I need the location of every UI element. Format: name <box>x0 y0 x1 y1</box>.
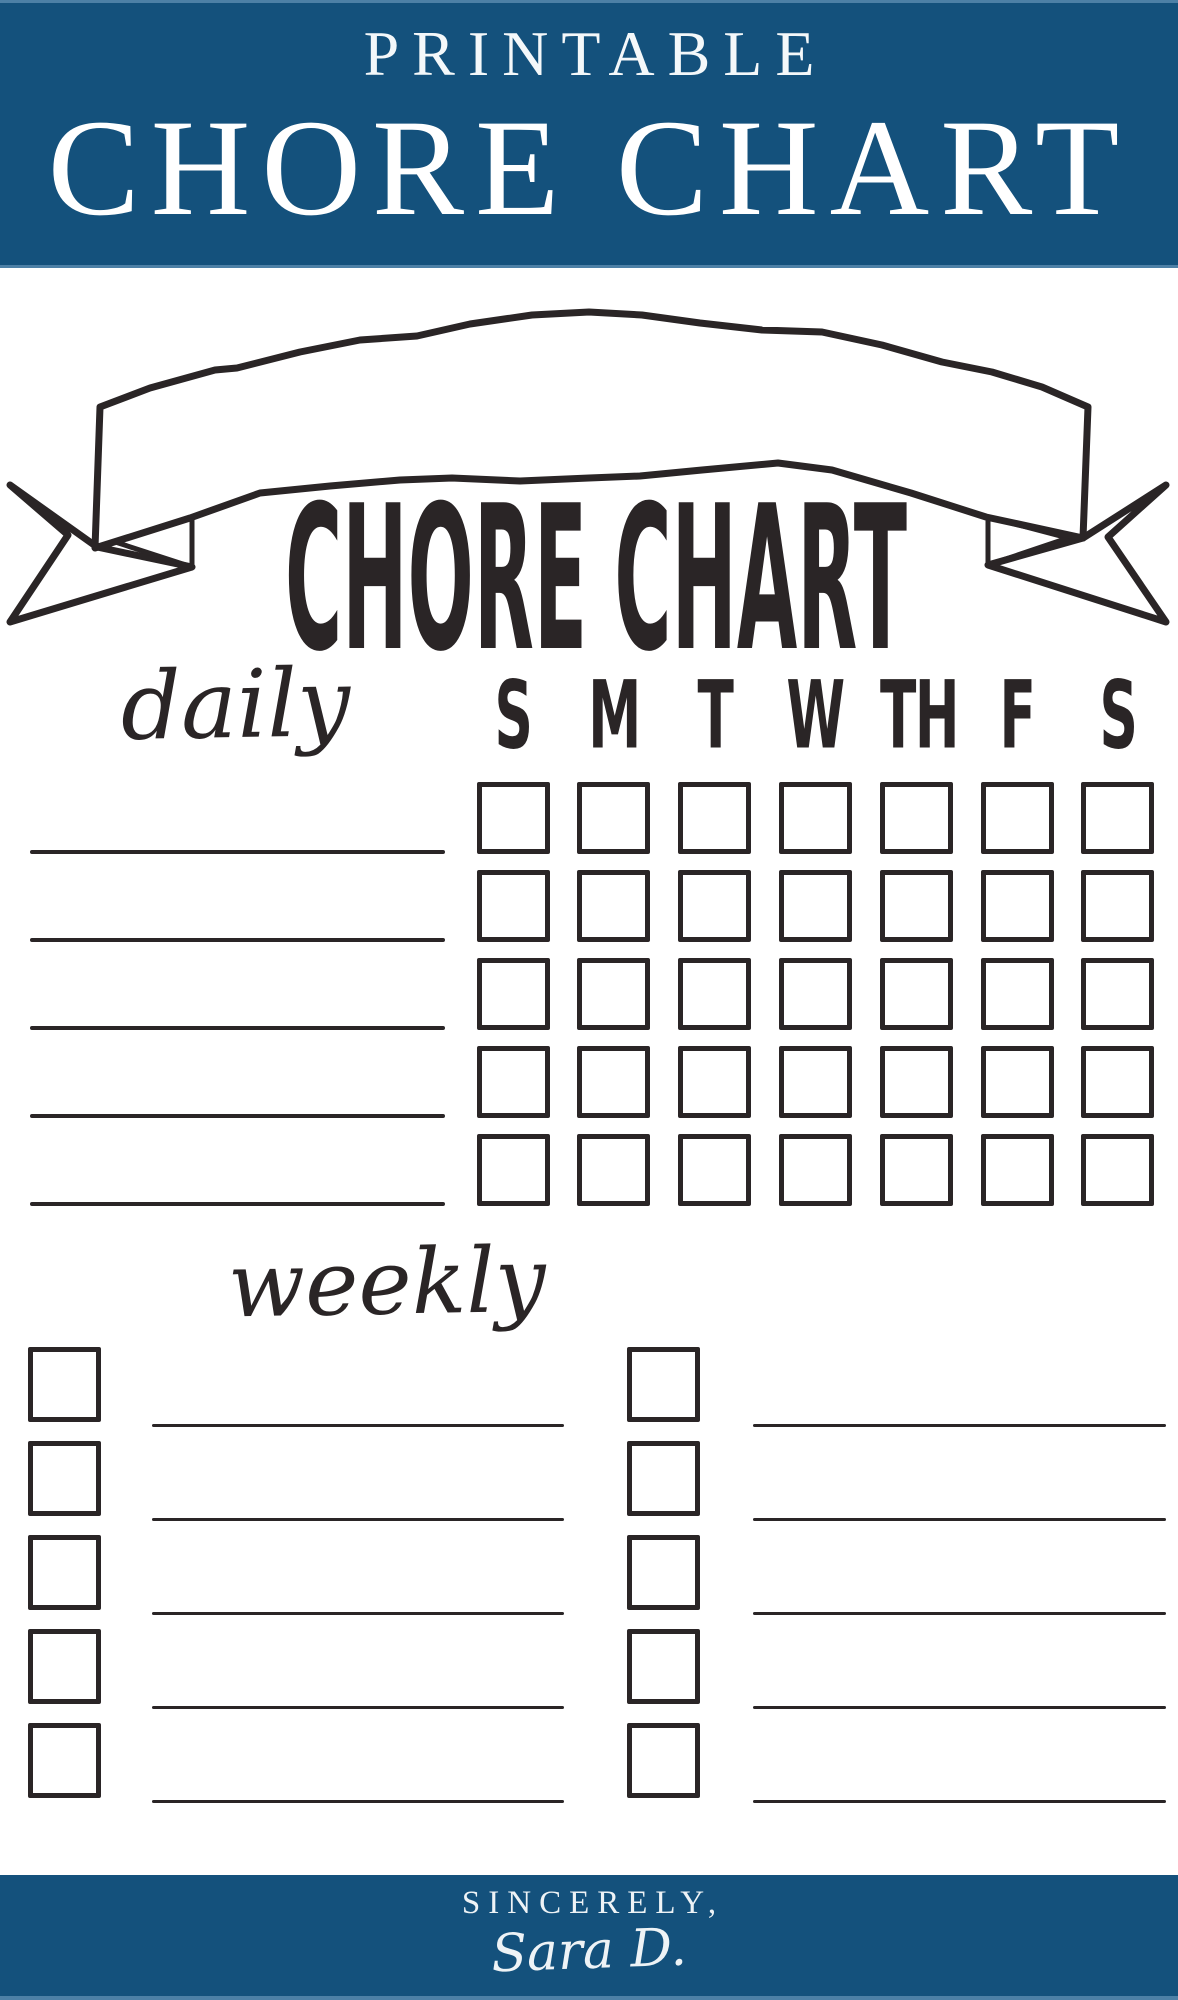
weekly-checkbox-col2-row4 <box>627 1629 700 1704</box>
weekly-chore-line-col2-row3 <box>753 1612 1166 1615</box>
header-bottom-accent-strip <box>0 265 1178 268</box>
daily-chore-line-4 <box>30 1114 445 1118</box>
daily-checkbox-r3c3 <box>678 958 752 1030</box>
daily-checkbox-r1c6 <box>980 782 1054 854</box>
weekly-checkbox-col1-row2 <box>28 1441 101 1516</box>
daily-checkbox-r1c3 <box>678 782 752 854</box>
daily-checkbox-r1c5 <box>879 782 953 854</box>
day-header-m-2: M <box>588 661 641 771</box>
daily-checkbox-r3c6 <box>980 958 1054 1030</box>
weekly-checkbox-col1-row1 <box>28 1347 101 1422</box>
ribbon-banner: CHORE CHART <box>6 308 1170 690</box>
daily-checkbox-r2c7 <box>1081 870 1155 942</box>
header-title: CHORE CHART <box>47 91 1131 244</box>
daily-checkbox-r2c6 <box>980 870 1054 942</box>
banner-title-text: CHORE CHART <box>285 463 907 690</box>
daily-chore-line-1 <box>30 850 445 854</box>
top-accent-strip <box>0 0 1178 3</box>
weekly-checkbox-col1-row4 <box>28 1629 101 1704</box>
daily-checkbox-r5c5 <box>879 1134 953 1206</box>
daily-checkbox-r4c2 <box>577 1046 651 1118</box>
daily-checkbox-r1c1 <box>476 782 550 854</box>
daily-checkbox-r5c6 <box>980 1134 1054 1206</box>
weekly-checkbox-col2-row1 <box>627 1347 700 1422</box>
daily-checkbox-r4c5 <box>879 1046 953 1118</box>
daily-checkbox-r2c3 <box>678 870 752 942</box>
daily-checkbox-r5c2 <box>577 1134 651 1206</box>
weekly-chore-line-col2-row4 <box>753 1706 1166 1709</box>
weekly-chore-line-col2-row5 <box>753 1800 1166 1803</box>
header-banner: PRINTABLE CHORE CHART <box>0 0 1178 268</box>
day-header-t-3: T <box>697 661 733 771</box>
daily-checkbox-r2c1 <box>476 870 550 942</box>
daily-checkbox-r1c2 <box>577 782 651 854</box>
daily-checkbox-r3c4 <box>778 958 852 1030</box>
weekly-chore-line-col1-row1 <box>152 1424 564 1427</box>
daily-chore-line-5 <box>30 1202 445 1206</box>
daily-label: daily <box>119 649 352 762</box>
footer-signoff: SINCERELY, <box>461 1885 725 1921</box>
daily-checkbox-r4c7 <box>1081 1046 1155 1118</box>
daily-checkbox-r2c2 <box>577 870 651 942</box>
daily-chore-line-2 <box>30 938 445 942</box>
weekly-checkbox-col2-row2 <box>627 1441 700 1516</box>
weekly-checkbox-col1-row3 <box>28 1535 101 1610</box>
daily-checkbox-r4c4 <box>778 1046 852 1118</box>
weekly-checkbox-col2-row5 <box>627 1723 700 1798</box>
day-header-s-1: S <box>494 661 533 771</box>
daily-checkbox-r4c1 <box>476 1046 550 1118</box>
weekly-chore-line-col2-row2 <box>753 1518 1166 1521</box>
daily-checkbox-r1c4 <box>778 782 852 854</box>
daily-checkbox-r2c4 <box>778 870 852 942</box>
daily-checkbox-r5c7 <box>1081 1134 1155 1206</box>
day-header-w-4: W <box>786 661 846 771</box>
daily-checkbox-r4c3 <box>678 1046 752 1118</box>
daily-checkbox-r1c7 <box>1081 782 1155 854</box>
weekly-chore-line-col1-row3 <box>152 1612 564 1615</box>
day-header-th-5: TH <box>880 661 960 771</box>
daily-checkbox-r5c1 <box>476 1134 550 1206</box>
header-eyebrow: PRINTABLE <box>363 18 828 89</box>
weekly-chore-line-col1-row4 <box>152 1706 564 1709</box>
ribbon-band-shape <box>91 308 1092 552</box>
footer-banner <box>0 1875 1178 2000</box>
weekly-label: weekly <box>227 1227 547 1339</box>
day-header-f-6: F <box>999 661 1036 771</box>
weekly-chore-line-col2-row1 <box>753 1424 1166 1427</box>
daily-chore-line-3 <box>30 1026 445 1030</box>
weekly-chore-line-col1-row2 <box>152 1518 564 1521</box>
daily-checkbox-r3c1 <box>476 958 550 1030</box>
daily-checkbox-r5c4 <box>778 1134 852 1206</box>
daily-checkbox-r2c5 <box>879 870 953 942</box>
daily-checkbox-r3c5 <box>879 958 953 1030</box>
daily-checkbox-r3c7 <box>1081 958 1155 1030</box>
daily-checkbox-r3c2 <box>577 958 651 1030</box>
daily-checkbox-r4c6 <box>980 1046 1054 1118</box>
day-header-s-7: S <box>1099 661 1137 771</box>
weekly-chore-line-col1-row5 <box>152 1800 564 1803</box>
bottom-accent-strip <box>0 1996 1178 2000</box>
weekly-checkbox-col1-row5 <box>28 1723 101 1798</box>
weekly-checkbox-col2-row3 <box>627 1535 700 1610</box>
daily-checkbox-r5c3 <box>678 1134 752 1206</box>
